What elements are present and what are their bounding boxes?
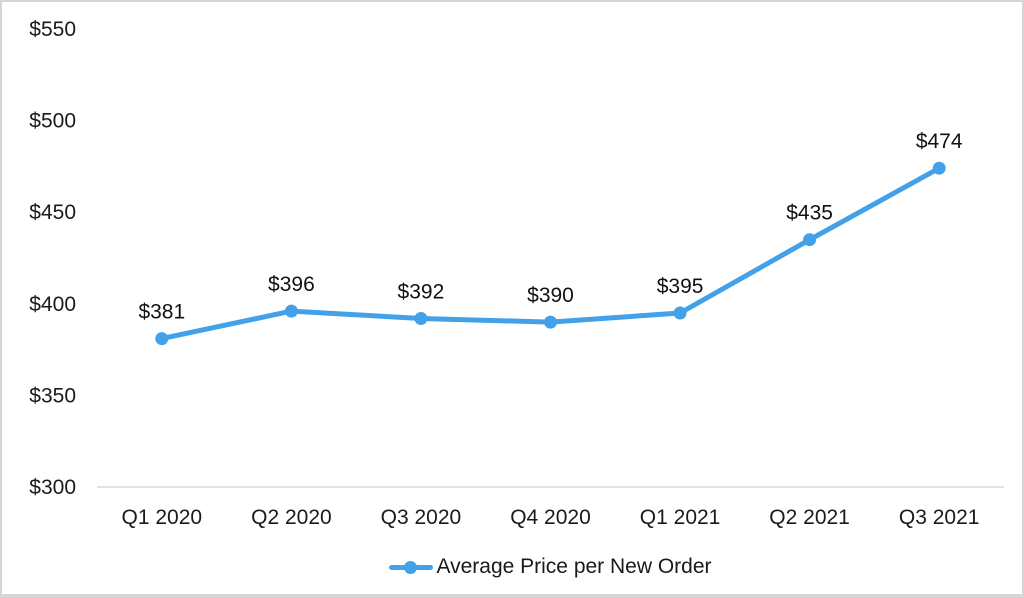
legend-dot-icon [404, 560, 418, 574]
data-point-label: $396 [268, 273, 315, 296]
series-line [159, 165, 942, 342]
legend-series-marker-icon [389, 560, 434, 574]
data-point-label: $392 [398, 281, 445, 304]
data-point-marker [155, 332, 169, 346]
y-tick-label: $500 [29, 110, 76, 133]
data-point-marker [803, 233, 817, 247]
data-point-label: $381 [138, 301, 185, 324]
x-tick-label: Q4 2020 [510, 506, 591, 529]
data-point-label: $474 [916, 130, 963, 153]
legend-label: Average Price per New Order [436, 555, 712, 578]
data-point-label: $395 [657, 275, 704, 298]
data-point-marker [284, 304, 298, 318]
y-tick-label: $450 [29, 201, 76, 224]
data-point-label: $390 [527, 284, 574, 307]
data-point-marker [932, 161, 946, 175]
legend: Average Price per New Order [97, 553, 1004, 581]
y-tick-label: $400 [29, 293, 76, 316]
data-point-marker [414, 312, 428, 325]
x-tick-label: Q2 2021 [769, 506, 850, 529]
data-point-marker [544, 315, 557, 329]
y-tick-label: $300 [29, 476, 76, 499]
x-tick-label: Q1 2020 [122, 506, 203, 529]
x-tick-label: Q1 2021 [640, 506, 721, 529]
x-tick-label: Q2 2020 [251, 506, 332, 529]
y-tick-label: $550 [29, 18, 76, 41]
x-tick-label: Q3 2020 [381, 506, 462, 529]
x-tick-label: Q3 2021 [899, 506, 980, 529]
data-point-marker [673, 306, 687, 320]
y-tick-label: $350 [29, 384, 76, 407]
data-point-label: $435 [786, 202, 833, 225]
